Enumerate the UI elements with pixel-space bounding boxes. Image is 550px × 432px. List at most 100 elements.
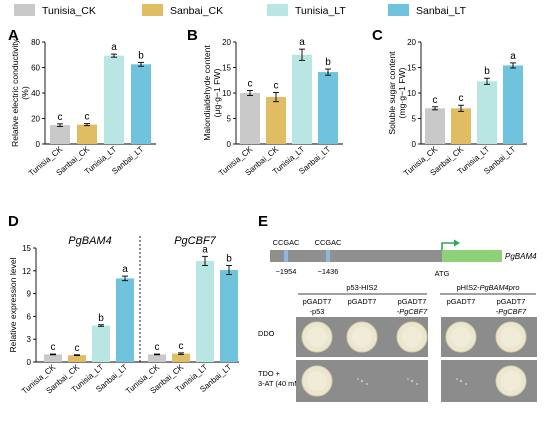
panel-label: E <box>258 213 268 230</box>
bar-PgBAM4-Sanbai_LT <box>116 278 134 362</box>
panel-label: A <box>8 27 19 44</box>
y-axis-label: Soluble sugar content <box>387 51 397 135</box>
legend-label: Sanbai_CK <box>170 5 223 17</box>
legend-label: Sanbai_LT <box>416 5 467 17</box>
panel-label: B <box>187 27 198 44</box>
chart-panel-C: C 0 5 10 15 20 Soluble sugar content (mg·g−1 FW… <box>372 27 527 178</box>
y-axis-label: (mg·g−1 FW) <box>397 67 407 118</box>
construct-group-label: p53-HIS2 <box>346 283 377 292</box>
colony-ddo-center <box>402 327 422 347</box>
significance-letter: b <box>226 253 232 264</box>
significance-letter: c <box>75 343 80 354</box>
y-tick-label: 20 <box>31 115 40 124</box>
y-tick-label: 15 <box>22 244 31 253</box>
atg-label: ATG <box>435 269 450 278</box>
significance-letter: c <box>459 93 464 104</box>
y-tick-label: 15 <box>222 64 231 73</box>
legend-label: Tunisia_LT <box>295 5 346 17</box>
position-label: −1954 <box>276 267 297 276</box>
tss-arrow <box>441 242 456 250</box>
column-label: pGADT7 <box>398 297 427 306</box>
chart-panel-D: D 0 3 6 9 12 15 Relative expression level PgBAM4… <box>8 213 239 396</box>
legend-swatch <box>267 4 288 16</box>
significance-letter: b <box>325 57 331 68</box>
y-tick-label: 15 <box>407 64 416 73</box>
colony-tdo-speck <box>465 383 467 385</box>
significance-letter: c <box>51 342 56 353</box>
column-label: pGADT7 <box>348 297 377 306</box>
colony-tdo-speck <box>456 378 458 380</box>
gene-cds <box>442 250 502 262</box>
y-tick-label: 60 <box>31 64 40 73</box>
significance-letter: c <box>274 80 279 91</box>
significance-letter: c <box>85 112 90 123</box>
y-tick-label: 20 <box>407 38 416 47</box>
significance-letter: c <box>248 78 253 89</box>
bar-Tunisia_LT <box>477 81 497 144</box>
gene-label: PgBAM4 <box>505 252 537 261</box>
significance-letter: c <box>179 341 184 352</box>
legend-label: Tunisia_CK <box>42 5 96 17</box>
significance-letter: a <box>111 42 117 53</box>
column-label: -PgCBF7 <box>496 307 527 316</box>
colony-tdo-speck <box>360 379 364 383</box>
gene-label: PgCBF7 <box>174 235 216 247</box>
cis-element-1 <box>284 250 288 262</box>
panel-label: C <box>372 27 383 44</box>
significance-letter: b <box>484 66 490 77</box>
bar-Sanbai_CK <box>77 124 97 144</box>
row-label: DDO <box>258 329 275 338</box>
y-axis-label: Malondialdehyde content <box>202 45 212 141</box>
y-tick-label: 10 <box>407 89 416 98</box>
y-tick-label: 80 <box>31 38 40 47</box>
construct-group-label: pHIS2-PgBAM4pro <box>457 283 520 292</box>
chart-panel-B: B 0 5 10 15 20 Malondialdehyde content (μg·g−1 … <box>187 27 343 178</box>
y-tick-label: 0 <box>227 140 232 149</box>
row-label: 3-AT (40 mM) <box>258 379 303 388</box>
column-label: pGADT7 <box>303 297 332 306</box>
column-label: -p53 <box>310 307 325 316</box>
y-axis-label: Relative electric conductivity <box>10 38 20 147</box>
bar-Tunisia_CK <box>240 93 260 144</box>
colony-tdo-speck <box>407 378 409 380</box>
legend-swatch <box>142 4 163 16</box>
y-tick-label: 40 <box>31 89 40 98</box>
y-axis-label: (μg·g−1 FW) <box>212 69 222 118</box>
bar-PgCBF7-Tunisia_LT <box>196 260 214 362</box>
colony-tdo-speck <box>416 383 418 385</box>
cis-element-2 <box>326 250 330 262</box>
y-tick-label: 10 <box>222 89 231 98</box>
legend: Tunisia_CK Sanbai_CK Tunisia_LT Sanbai_LT <box>14 4 467 17</box>
cis-element-label: CCGAC <box>273 238 300 247</box>
y-tick-label: 0 <box>27 358 32 367</box>
bar-PgCBF7-Sanbai_LT <box>220 270 238 362</box>
legend-swatch <box>14 4 35 16</box>
promoter-region <box>270 250 442 262</box>
y-tick-label: 9 <box>27 290 32 299</box>
y-tick-label: 5 <box>412 115 417 124</box>
significance-letter: c <box>155 342 160 353</box>
bar-PgBAM4-Tunisia_LT <box>92 325 110 362</box>
column-label: -PgCBF7 <box>397 307 428 316</box>
colony-ddo-center <box>352 327 372 347</box>
y-tick-label: 5 <box>227 115 232 124</box>
bar-Tunisia_CK <box>50 125 70 144</box>
significance-letter: a <box>122 264 128 275</box>
bar-Sanbai_LT <box>131 64 151 144</box>
y-tick-label: 3 <box>27 335 32 344</box>
bar-Tunisia_CK <box>425 108 445 144</box>
row-label: TDO + <box>258 369 280 378</box>
y-axis-label: (%) <box>20 86 30 100</box>
colony-tdo-speck <box>366 383 368 385</box>
significance-letter: a <box>510 51 516 62</box>
significance-letter: c <box>58 112 63 123</box>
column-label: pGADT7 <box>447 297 476 306</box>
significance-letter: c <box>433 95 438 106</box>
bar-Sanbai_CK <box>451 108 471 144</box>
significance-letter: a <box>299 37 305 48</box>
bar-Tunisia_LT <box>292 54 312 144</box>
significance-letter: b <box>98 313 104 324</box>
y-tick-label: 6 <box>27 312 32 321</box>
colony-tdo-center <box>501 371 521 391</box>
